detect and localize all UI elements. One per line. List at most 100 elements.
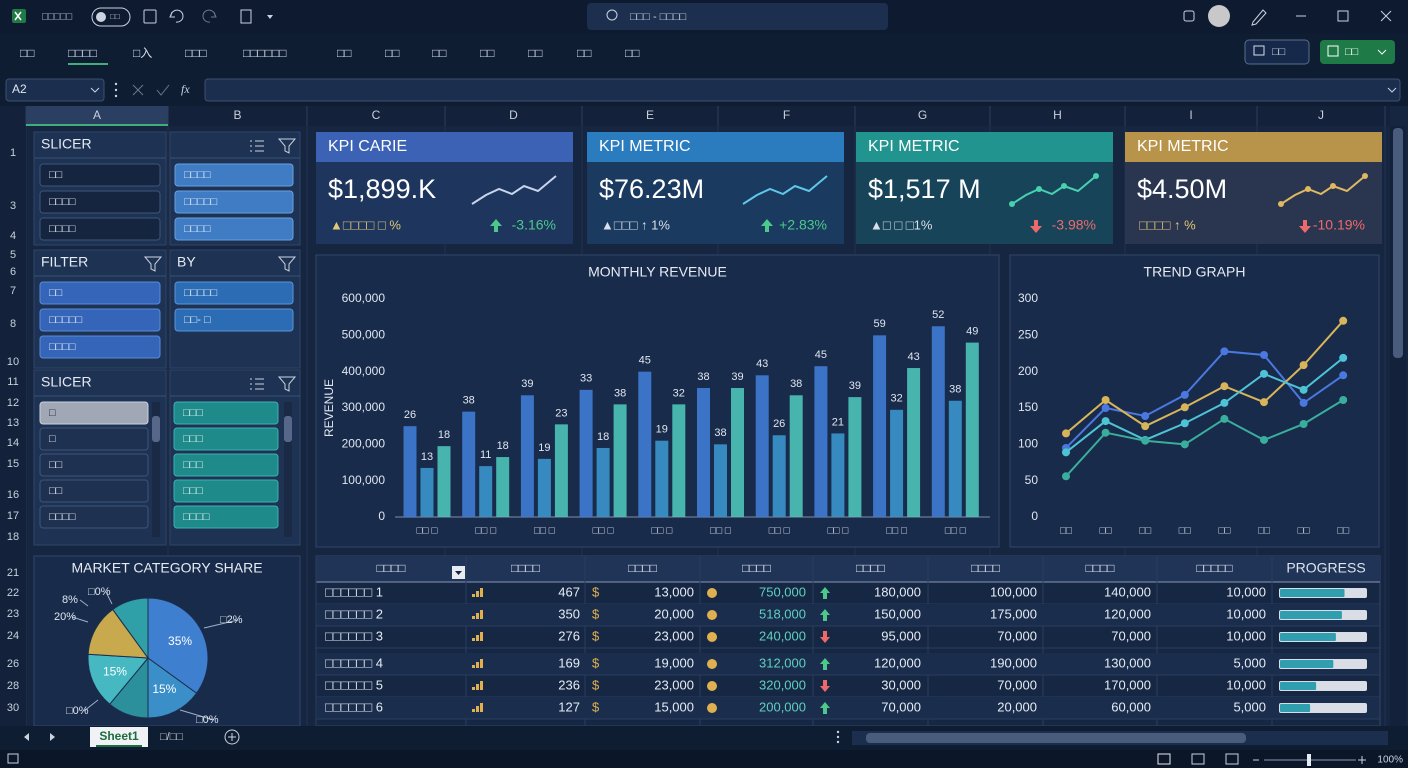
pen-icon[interactable] [1251,9,1267,26]
ribbon-tab[interactable]: □□□□□□ [243,46,287,60]
row-header[interactable]: 18 [7,531,19,543]
column-header[interactable]: F [783,108,790,122]
clear-filter-icon[interactable] [143,256,163,272]
column-header[interactable]: A [93,108,101,122]
slicer-item[interactable] [39,308,161,332]
slicer-item[interactable] [39,217,161,241]
zoom-thumb[interactable] [1307,754,1311,766]
page-break-view[interactable] [1225,753,1239,765]
slicer-item[interactable] [39,401,149,425]
multi-select-icon[interactable] [250,140,264,152]
page-layout-view[interactable] [1191,753,1205,765]
undo-icon[interactable] [169,9,184,23]
slicer-item[interactable] [174,163,294,187]
slicer-item[interactable] [39,453,149,477]
ribbon-tab[interactable]: □□ [528,46,543,60]
avatar[interactable] [1208,5,1230,27]
row-header[interactable]: 14 [7,437,19,449]
row-header[interactable]: 11 [7,376,18,388]
row-header[interactable]: 13 [7,417,19,429]
ribbon-tab[interactable]: □入 [133,46,152,60]
column-header[interactable]: J [1318,108,1324,122]
help-icon[interactable] [1183,10,1195,22]
ribbon-tab[interactable]: □□□ [185,46,207,60]
row-header[interactable]: 21 [7,567,19,579]
slicer-item[interactable] [39,427,149,451]
add-sheet[interactable] [224,729,240,745]
row-header[interactable]: 16 [7,489,19,501]
row-header[interactable]: 7 [10,285,16,297]
row-header[interactable]: 4 [10,230,16,242]
row-header[interactable]: 8 [10,318,16,330]
close[interactable] [1380,10,1392,22]
slicer-item[interactable] [39,281,161,305]
ribbon-tab[interactable]: □□ [337,46,352,60]
ribbon-tab[interactable]: □□ [432,46,447,60]
clear-filter-icon[interactable] [277,376,297,392]
ribbon-tab[interactable]: □□□□ [68,46,97,60]
formula-input[interactable] [204,78,1401,102]
ribbon-tab[interactable]: □□ [480,46,495,60]
horizontal-scroll-thumb[interactable] [866,733,1246,743]
tab-scroll-right[interactable] [50,733,55,741]
insert-function[interactable]: fx [181,82,190,96]
row-header[interactable]: 1 [10,147,16,159]
slicer-item[interactable] [173,401,279,425]
slicer-item[interactable] [173,427,279,451]
normal-view[interactable] [1157,753,1171,765]
redo-icon[interactable] [202,9,217,23]
slicer-item[interactable] [174,217,294,241]
row-header[interactable]: 23 [7,608,19,620]
row-header[interactable]: 5 [10,249,16,261]
row-header[interactable]: 6 [10,266,16,278]
row-header[interactable]: 28 [7,680,19,692]
customize-icon[interactable] [267,15,273,19]
column-header[interactable]: E [646,108,654,122]
name-box[interactable] [5,78,105,102]
maximize[interactable] [1337,10,1349,22]
share-doc-icon[interactable] [240,9,252,24]
slicer-item[interactable] [39,505,149,529]
row-header[interactable]: 24 [7,630,19,642]
multi-select-icon[interactable] [250,378,264,390]
sheet-tab-active[interactable] [90,727,148,747]
autosave-toggle[interactable] [91,7,131,27]
column-header[interactable]: B [233,108,241,122]
ribbon-tab[interactable]: □□ [20,46,35,60]
column-header[interactable]: H [1053,108,1062,122]
slicer-item[interactable] [39,190,161,214]
ribbon-tab[interactable]: □□ [625,46,640,60]
search-box[interactable] [587,3,888,30]
ribbon-tab[interactable]: □□ [577,46,592,60]
clear-filter-icon[interactable] [277,138,297,154]
slicer-item[interactable] [173,453,279,477]
row-header[interactable]: 3 [10,200,16,212]
row-header[interactable]: 17 [7,510,19,522]
column-header[interactable]: C [372,108,381,122]
slicer-item[interactable] [173,505,279,529]
slicer-item[interactable] [174,190,294,214]
ribbon-tab[interactable]: □□ [385,46,400,60]
clear-filter-icon[interactable] [277,256,297,272]
tab-scroll-left[interactable] [24,733,29,741]
slicer-scroll-thumb[interactable] [152,416,160,442]
row-header[interactable]: 22 [7,587,19,599]
slicer-scroll-thumb[interactable] [284,416,292,442]
row-header[interactable]: 15 [7,458,19,470]
slicer-item[interactable] [174,308,294,332]
vertical-scroll-thumb[interactable] [1393,128,1403,358]
slicer-item[interactable] [39,479,149,503]
sheet-tab-label[interactable]: □/□□ [160,731,183,743]
row-header[interactable]: 30 [7,702,19,714]
save-icon[interactable] [143,9,157,24]
slicer-item[interactable] [39,335,161,359]
column-header[interactable]: D [509,108,518,122]
slicer-item[interactable] [39,163,161,187]
slicer-item[interactable] [173,479,279,503]
column-header[interactable]: I [1189,108,1192,122]
slicer-item[interactable] [174,281,294,305]
row-header[interactable]: 12 [7,397,19,409]
row-header[interactable]: 10 [7,356,19,368]
row-header[interactable]: 26 [7,658,19,670]
column-header[interactable]: G [918,108,927,122]
